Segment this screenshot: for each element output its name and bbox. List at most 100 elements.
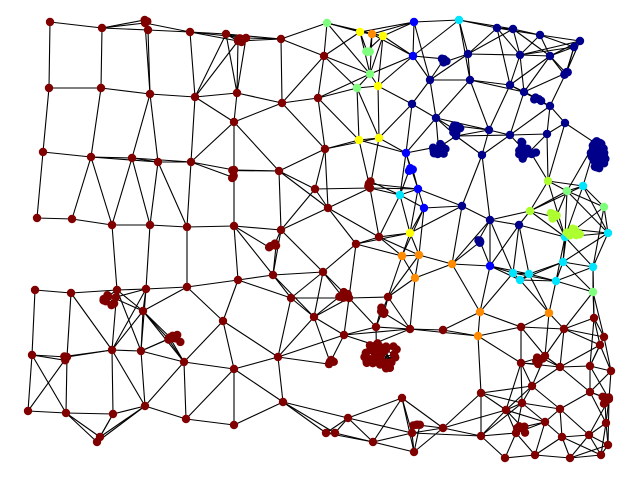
graph-edge bbox=[512, 28, 521, 56]
graph-edge bbox=[544, 328, 565, 357]
graph-edge bbox=[418, 254, 453, 265]
graph-node bbox=[310, 184, 320, 194]
graph-edge bbox=[280, 229, 324, 273]
graph-node bbox=[589, 313, 599, 323]
graph-edge bbox=[27, 356, 68, 412]
graph-edge bbox=[377, 35, 384, 87]
graph-edge bbox=[539, 34, 581, 42]
graph-node bbox=[525, 206, 535, 216]
graph-edge bbox=[481, 154, 491, 221]
graph-edge bbox=[528, 273, 557, 282]
graph-edge bbox=[186, 225, 235, 228]
graph-edge bbox=[140, 310, 144, 352]
graph-edge bbox=[442, 329, 479, 337]
graph-node bbox=[374, 232, 384, 242]
graph-node bbox=[366, 343, 375, 353]
graph-edge bbox=[27, 354, 33, 412]
graph-node bbox=[321, 428, 331, 438]
graph-node bbox=[531, 93, 540, 102]
graph-edge bbox=[509, 55, 551, 86]
graph-node bbox=[360, 352, 369, 362]
graph-node bbox=[584, 430, 594, 440]
graph-node bbox=[164, 334, 173, 344]
graph-node bbox=[595, 340, 605, 350]
graph-node bbox=[517, 398, 527, 408]
graph-node bbox=[329, 357, 338, 367]
graph-edge bbox=[429, 79, 437, 119]
graph-edge bbox=[489, 224, 520, 267]
graph-node bbox=[145, 89, 155, 99]
graph-edge bbox=[280, 22, 328, 40]
graph-edge bbox=[48, 21, 51, 89]
graph-edge bbox=[520, 326, 565, 330]
graph-node bbox=[268, 270, 278, 280]
graph-node bbox=[395, 190, 405, 200]
graph-edge bbox=[327, 187, 371, 209]
graph-node bbox=[103, 292, 113, 301]
graph-node bbox=[323, 203, 333, 213]
graph-edge bbox=[327, 207, 357, 245]
graph-node bbox=[535, 30, 545, 40]
graph-edge bbox=[413, 21, 431, 81]
graph-node bbox=[107, 345, 117, 355]
graph-node bbox=[97, 23, 107, 33]
graph-edge bbox=[190, 161, 235, 171]
graph-edge bbox=[236, 40, 239, 94]
graph-node bbox=[542, 129, 552, 139]
graph-edge bbox=[480, 435, 506, 459]
graph-edge bbox=[281, 97, 319, 104]
graph-edge bbox=[399, 194, 411, 234]
graph-edge bbox=[582, 185, 605, 208]
graph-edge bbox=[140, 350, 185, 363]
graph-node bbox=[67, 214, 77, 224]
graph-edge bbox=[168, 339, 185, 363]
graph-edge bbox=[520, 312, 550, 328]
graph-node bbox=[501, 405, 511, 415]
graph-edge bbox=[348, 297, 377, 328]
graph-node bbox=[562, 186, 572, 196]
graph-edge bbox=[147, 29, 151, 95]
graph-edge bbox=[518, 224, 530, 275]
graph-edge bbox=[65, 412, 114, 415]
graph-edge bbox=[592, 291, 605, 338]
graph-node bbox=[441, 144, 450, 154]
graph-node bbox=[27, 350, 37, 360]
graph-edge bbox=[515, 432, 536, 456]
graph-edge bbox=[563, 291, 594, 330]
graph-edge bbox=[562, 261, 594, 293]
graph-edge bbox=[429, 53, 469, 81]
graph-edge bbox=[36, 217, 73, 220]
graph-node bbox=[588, 287, 598, 297]
graph-node bbox=[319, 51, 329, 61]
graph-edge bbox=[323, 22, 328, 57]
graph-edge bbox=[544, 312, 550, 357]
graph-node bbox=[409, 447, 419, 457]
graph-node bbox=[543, 176, 553, 186]
graph-edge bbox=[566, 190, 605, 208]
graph-node bbox=[517, 146, 527, 156]
graph-node bbox=[601, 397, 611, 406]
graph-node bbox=[60, 352, 69, 361]
graph-node bbox=[473, 331, 483, 341]
graph-edge bbox=[233, 368, 284, 403]
graph-node bbox=[143, 17, 152, 26]
graph-node bbox=[515, 275, 525, 285]
graph-node bbox=[379, 309, 388, 319]
graph-edge bbox=[399, 152, 407, 196]
graph-edge bbox=[34, 289, 72, 294]
graph-edge bbox=[520, 362, 523, 404]
graph-edge bbox=[233, 225, 239, 281]
graph-edge bbox=[455, 135, 483, 156]
graph-edge bbox=[519, 279, 557, 282]
graph-edge bbox=[245, 37, 282, 40]
graph-edge bbox=[280, 207, 329, 231]
graph-node bbox=[397, 251, 407, 261]
graph-edge bbox=[547, 122, 566, 182]
graph-edge bbox=[194, 96, 235, 123]
graph-node bbox=[485, 215, 495, 225]
graph-node bbox=[32, 213, 42, 223]
graph-node bbox=[354, 135, 364, 145]
graph-edge bbox=[411, 103, 437, 119]
graph-edge bbox=[347, 417, 413, 434]
graph-edge bbox=[531, 385, 561, 410]
